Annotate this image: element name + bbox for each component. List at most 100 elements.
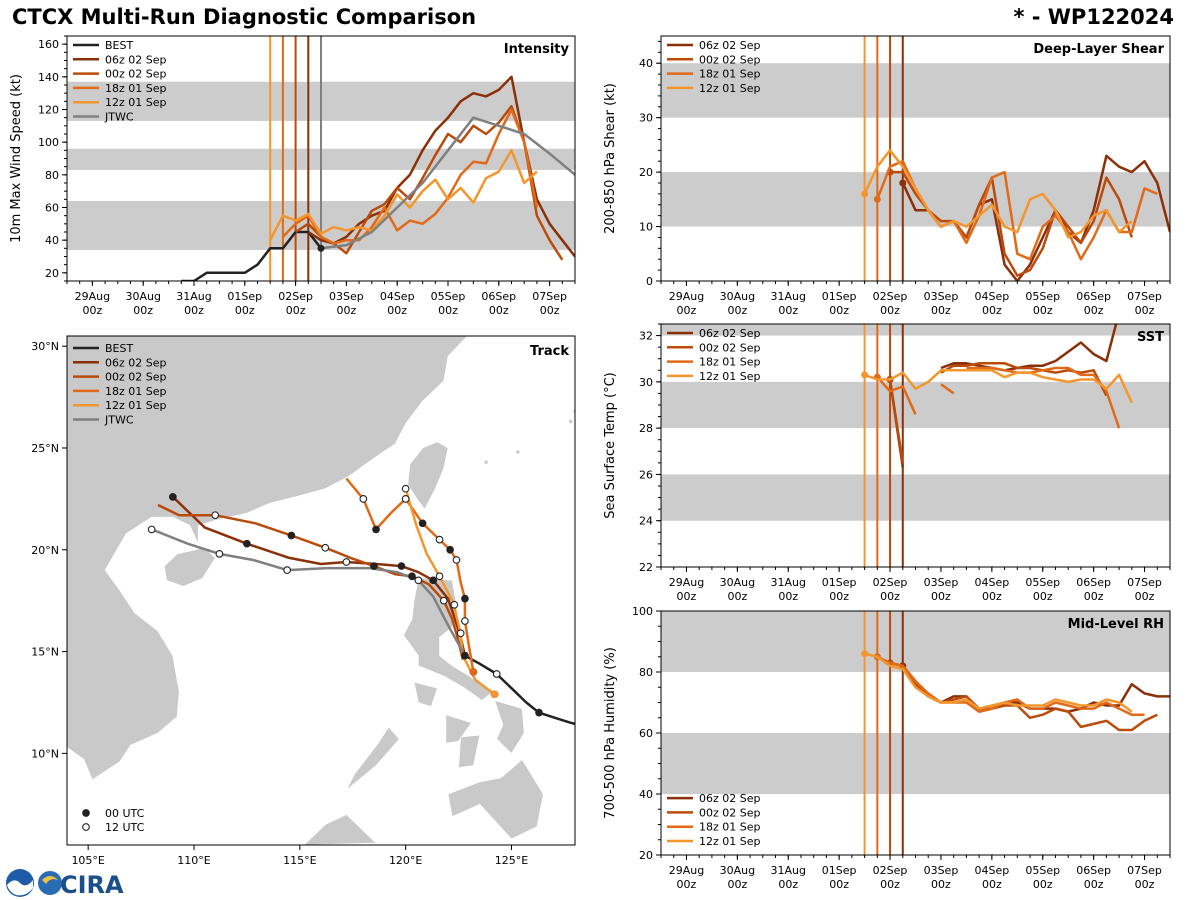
panel-shear: 01020304029Aug00z30Aug00z31Aug00z01Sep00… (603, 35, 1171, 317)
x-tick-label-hour: 00z (982, 304, 1002, 317)
x-tick-label: 120°E (389, 854, 422, 867)
y-axis-label: 700-500 hPa Humidity (%) (603, 647, 618, 819)
track-marker-12utc (359, 495, 368, 503)
x-tick-label-hour: 00z (83, 304, 103, 317)
track-line-jtwc (151, 528, 466, 657)
legend-label: 06z 02 Sep (105, 356, 167, 369)
track-line-06z-02-sep (171, 495, 467, 656)
x-tick-label-date: 30Aug (125, 290, 160, 303)
y-tick-label: 30 (639, 376, 653, 389)
track-marker-12utc (435, 572, 444, 581)
x-tick-label-date: 31Aug (771, 864, 806, 877)
x-tick-label-hour: 00z (727, 590, 747, 603)
x-tick-label: 125°E (495, 854, 528, 867)
y-tick-label: 20 (639, 166, 653, 179)
y-axis-label: 10m Max Wind Speed (kt) (9, 74, 24, 243)
track-marker-12utc (215, 550, 224, 558)
x-tick-label-hour: 00z (677, 304, 697, 317)
samar-leyte-islands (494, 699, 525, 754)
x-tick-label-hour: 00z (829, 878, 849, 891)
noaa-wave-icon (7, 880, 33, 896)
forecast-origin-marker (490, 690, 499, 699)
series-start-marker (861, 190, 869, 198)
x-tick-label-date: 01Sep (822, 576, 857, 589)
y-tick-label: 10 (639, 221, 653, 234)
palawan-island (346, 726, 400, 791)
track-marker-12utc (461, 617, 469, 625)
shaded-band (661, 172, 1170, 227)
panel-rh: 2040608010029Aug00z30Aug00z31Aug00z01Sep… (603, 605, 1171, 891)
hainan-island (164, 547, 216, 587)
track-marker-12utc (147, 525, 156, 534)
series-start-marker (873, 195, 881, 203)
track-marker-00utc (243, 539, 251, 548)
y-tick-label: 40 (639, 57, 653, 70)
x-tick-label-hour: 00z (286, 304, 306, 317)
x-tick-label-hour: 00z (1033, 304, 1053, 317)
x-tick-label-hour: 00z (387, 304, 407, 317)
mindanao-island (447, 759, 544, 840)
x-tick-label-hour: 00z (778, 878, 798, 891)
shaded-band (661, 474, 1170, 521)
y-tick-label: 140 (38, 71, 59, 84)
x-tick-label-hour: 00z (438, 304, 458, 317)
legend-label: 00z 02 Sep (699, 341, 761, 354)
legend-label: 12z 01 Sep (699, 82, 761, 95)
track-marker-12utc (452, 556, 461, 564)
panel-sst: 22242628303229Aug00z30Aug00z31Aug00z01Se… (603, 323, 1171, 603)
legend-label: 12z 01 Sep (699, 370, 761, 383)
y-tick-label: 10°N (31, 747, 59, 760)
x-tick-label-hour: 00z (931, 590, 951, 603)
x-tick-label-hour: 00z (1033, 590, 1053, 603)
legend-label: 06z 02 Sep (699, 792, 761, 805)
x-tick-label-date: 05Sep (1025, 864, 1060, 877)
y-axis-label: 200-850 hPa Shear (kt) (603, 83, 618, 234)
x-tick-label-date: 05Sep (1025, 290, 1060, 303)
track-marker-00utc (372, 525, 380, 534)
x-tick-label-date: 01Sep (227, 290, 262, 303)
track-marker-00utc (287, 531, 296, 540)
x-tick-label-date: 04Sep (974, 864, 1009, 877)
legend-label: 06z 02 Sep (699, 327, 761, 340)
track-marker-12utc (342, 558, 351, 566)
y-tick-label: 28 (639, 422, 653, 435)
y-tick-label: 80 (45, 169, 59, 182)
x-tick-label-date: 01Sep (822, 290, 857, 303)
x-tick-label-hour: 00z (1135, 304, 1155, 317)
track-marker-00utc (408, 572, 416, 581)
page-title: CTCX Multi-Run Diagnostic Comparison (12, 5, 477, 29)
track-marker-12utc (456, 629, 465, 638)
legend-label: 18z 01 Sep (699, 68, 761, 81)
y-tick-label: 100 (632, 605, 653, 618)
legend-label: 06z 02 Sep (699, 39, 761, 52)
x-tick-label-date: 04Sep (974, 290, 1009, 303)
legend-label: 12z 01 Sep (105, 399, 167, 412)
x-tick-label-date: 03Sep (924, 290, 959, 303)
small-island (515, 449, 521, 455)
x-tick-label-date: 07Sep (532, 290, 567, 303)
series-start-marker (899, 179, 907, 187)
x-tick-label-hour: 00z (778, 304, 798, 317)
x-tick-label-hour: 00z (235, 304, 255, 317)
track-marker-00utc (397, 562, 406, 570)
track-marker-12utc (321, 543, 330, 552)
series-start-marker (861, 650, 869, 658)
x-tick-label-hour: 00z (1033, 878, 1053, 891)
x-tick-label-date: 05Sep (431, 290, 466, 303)
legend-label: 06z 02 Sep (105, 53, 167, 66)
forecast-origin-marker (469, 668, 478, 676)
x-tick-label-date: 03Sep (329, 290, 364, 303)
x-tick-label-date: 31Aug (771, 576, 806, 589)
x-tick-label-date: 03Sep (924, 576, 959, 589)
y-tick-label: 30°N (31, 340, 59, 353)
legend-label: 00z 02 Sep (699, 806, 761, 819)
x-tick-label-date: 02Sep (278, 290, 313, 303)
x-tick-label-hour: 00z (540, 304, 560, 317)
x-tick-label-hour: 00z (1135, 590, 1155, 603)
legend-label: JTWC (104, 414, 134, 427)
